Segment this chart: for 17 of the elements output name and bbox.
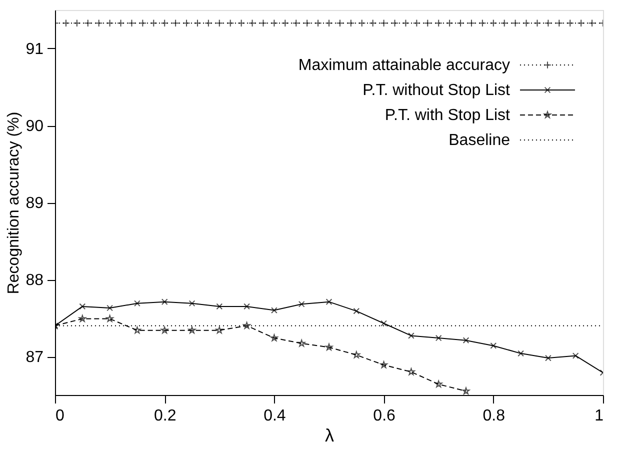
x-tick-label: 0.4 — [264, 408, 286, 424]
y-tick-label: 89 — [26, 195, 44, 212]
y-tick-label: 87 — [26, 349, 44, 366]
legend-label: P.T. without Stop List — [362, 82, 511, 99]
y-axis-title: Recognition accuracy (%) — [6, 112, 23, 294]
y-tick-label: 90 — [26, 118, 44, 135]
legend-label: Baseline — [448, 132, 510, 149]
x-tick-label: 1 — [594, 408, 604, 424]
x-tick-label: 0.2 — [154, 408, 176, 424]
legend-label: Maximum attainable accuracy — [298, 57, 510, 74]
legend-label: P.T. with Stop List — [384, 107, 511, 124]
y-tick-label: 91 — [26, 41, 44, 58]
x-axis-title: λ — [325, 426, 334, 446]
y-tick-label: 88 — [26, 272, 44, 289]
x-tick-label: 0 — [56, 408, 64, 424]
x-tick-label: 0.6 — [373, 408, 396, 424]
x-tick-label: 0.8 — [482, 408, 506, 424]
